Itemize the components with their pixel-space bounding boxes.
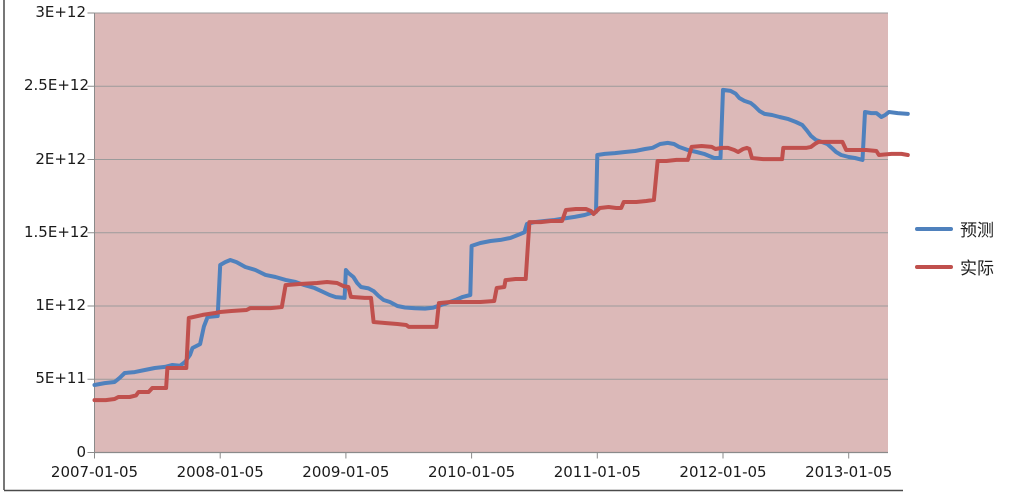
y-tick-label: 0 [76,442,86,461]
x-tick-label: 2008-01-05 [176,463,264,481]
y-tick-label: 2E+12 [35,149,86,168]
legend: 预测 实际 [915,216,994,279]
forecast-series-line[interactable] [92,87,910,387]
x-tick-label: 2011-01-05 [553,463,641,481]
legend-item-actual[interactable]: 实际 [915,254,994,279]
y-tick-label: 2.5E+12 [24,76,89,95]
forecast-line-swatch [915,226,953,231]
y-tick-label: 1E+12 [35,296,86,314]
legend-label-forecast: 预测 [960,221,994,241]
actual-line-swatch [915,264,953,269]
legend-label-actual: 实际 [960,259,994,279]
x-tick-label: 2013-01-05 [805,463,893,481]
x-tick-label: 2010-01-05 [428,463,516,481]
actual-series-line[interactable] [92,139,910,403]
legend-item-forecast[interactable]: 预测 [915,216,994,241]
x-tick-label: 2009-01-05 [302,463,390,481]
x-tick-label: 2012-01-05 [679,463,767,481]
y-tick-label: 3E+12 [35,3,86,21]
y-tick-label: 1.5E+12 [24,222,89,241]
x-tick-label: 2007-01-05 [50,463,139,481]
y-tick-label: 5E+11 [35,369,86,388]
